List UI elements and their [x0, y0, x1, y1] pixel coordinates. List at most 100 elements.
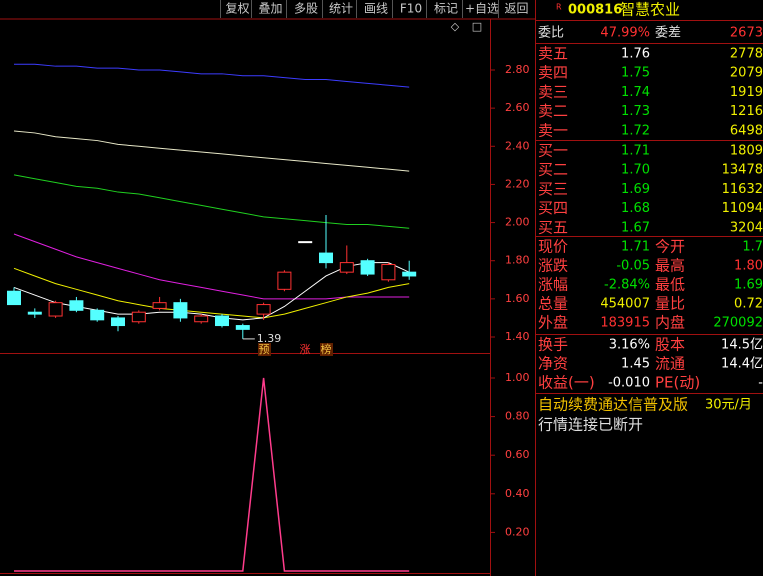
candle-body — [381, 264, 396, 281]
candle-body — [69, 300, 84, 311]
y-tick-label: 2.00 — [505, 216, 530, 229]
candle-body — [131, 311, 146, 323]
book-volume: 1809 — [730, 144, 763, 159]
book-price: 1.75 — [621, 66, 650, 81]
candle-body — [256, 304, 271, 315]
stat-label: 换手 — [538, 336, 568, 354]
stat-value: -0.010 — [608, 376, 650, 391]
candle-body — [27, 311, 42, 315]
y-tick-label: 2.20 — [505, 177, 530, 190]
stock-code: 000816 — [568, 3, 622, 18]
stat-value: 0.72 — [734, 297, 763, 312]
stat-value: 454007 — [600, 297, 650, 312]
book-label: 卖四 — [538, 64, 568, 82]
moving-average — [14, 63, 410, 88]
event-tag[interactable]: 榜 — [321, 342, 332, 356]
candle-body — [7, 290, 21, 306]
notice: 自动续费通达信普及版 — [538, 396, 688, 414]
stat-value: 270092 — [713, 316, 763, 331]
book-price: 1.76 — [621, 47, 650, 62]
y-tick-label: 2.80 — [505, 63, 530, 76]
stat-value: 1.7 — [742, 240, 763, 255]
candle-body — [402, 271, 417, 277]
book-volume: 11632 — [722, 182, 763, 197]
stat-value: -0.05 — [616, 259, 650, 274]
stat-label: 收益(一) — [538, 374, 595, 392]
moving-average — [13, 267, 410, 319]
toolbar-button[interactable]: 画线 — [364, 2, 388, 16]
ratio-value: 47.99% — [600, 26, 650, 41]
book-label: 卖三 — [538, 83, 568, 101]
toolbar-button[interactable]: +自选 — [465, 2, 499, 16]
stat-value: 183915 — [600, 316, 650, 331]
toolbar-button[interactable]: 标记 — [434, 2, 458, 16]
book-volume: 11094 — [722, 201, 763, 216]
book-label: 卖二 — [538, 102, 568, 120]
stat-value: - — [758, 376, 763, 391]
stat-value: 1.80 — [734, 259, 763, 274]
y-tick-label: 1.80 — [505, 254, 530, 267]
event-tag[interactable]: 预 — [259, 343, 270, 356]
stat-label: 涨幅 — [538, 276, 568, 294]
notice-price: 30元/月 — [705, 398, 752, 413]
stat-label: 涨跌 — [538, 257, 568, 275]
stat-label: 今开 — [655, 238, 685, 256]
y-tick-label: 1.60 — [505, 292, 530, 305]
tool-icon[interactable]: □ — [472, 20, 482, 33]
stat-label: 流通 — [655, 355, 685, 373]
ratio-label: 委比 — [538, 26, 564, 41]
candle-body — [90, 309, 105, 321]
stat-value: 14.5亿 — [721, 338, 763, 353]
stat-value: 1.69 — [734, 278, 763, 293]
toolbar-button[interactable]: F10 — [400, 2, 422, 16]
y-tick-label: 0.80 — [505, 410, 530, 423]
stat-value: 1.45 — [621, 357, 650, 372]
candle-body — [48, 302, 63, 317]
event-tag[interactable]: 涨 — [300, 343, 311, 356]
tool-icon[interactable]: ◇ — [451, 20, 460, 33]
y-tick-label: 1.00 — [505, 371, 530, 384]
toolbar-button[interactable]: 叠加 — [258, 2, 282, 16]
stat-label: 内盘 — [655, 314, 685, 332]
toolbar-button[interactable]: 返回 — [504, 2, 528, 16]
candle-body — [339, 262, 354, 273]
book-volume: 2778 — [730, 47, 763, 62]
book-volume: 13478 — [722, 163, 763, 178]
ratio-label: 委差 — [655, 26, 681, 41]
candle-body — [173, 302, 188, 319]
flag: R — [556, 3, 562, 12]
book-price: 1.67 — [621, 220, 650, 235]
candle-body — [319, 252, 333, 264]
y-tick-label: 0.60 — [505, 448, 530, 461]
candle-body — [111, 317, 125, 327]
book-price: 1.71 — [621, 144, 650, 159]
candle-body — [152, 302, 167, 309]
y-tick-label: 1.40 — [505, 330, 530, 343]
book-label: 卖一 — [538, 121, 568, 139]
book-label: 买二 — [538, 161, 568, 179]
candle-body — [215, 315, 229, 327]
indicator-line — [14, 377, 410, 572]
book-label: 买五 — [538, 218, 568, 236]
toolbar-button[interactable]: 多股 — [294, 2, 318, 16]
toolbar-button[interactable]: 统计 — [329, 2, 353, 16]
book-price: 1.72 — [621, 123, 650, 138]
stat-value: -2.84% — [604, 278, 650, 293]
book-volume: 1216 — [730, 104, 763, 119]
candle-body — [194, 315, 209, 323]
y-tick-label: 2.40 — [505, 139, 530, 152]
stat-value: 14.4亿 — [721, 357, 763, 372]
toolbar-button[interactable]: 复权 — [225, 2, 249, 16]
tag-box — [320, 343, 333, 356]
book-price: 1.70 — [621, 163, 650, 178]
y-tick-label: 0.40 — [505, 487, 530, 500]
stat-label: 股本 — [655, 336, 685, 354]
stat-value: 3.16% — [609, 338, 650, 353]
tag-box — [258, 343, 271, 356]
book-volume: 6498 — [730, 123, 763, 138]
book-label: 买一 — [538, 142, 568, 160]
candle-body — [298, 241, 313, 244]
